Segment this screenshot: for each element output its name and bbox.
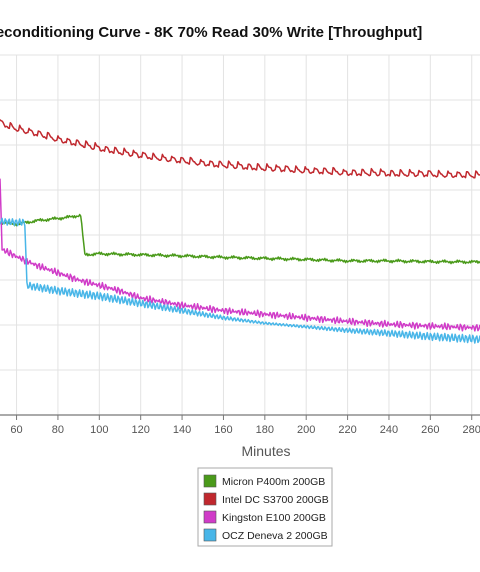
x-tick-label: 220: [338, 424, 356, 436]
x-tick-label: 60: [10, 424, 22, 436]
legend-label: OCZ Deneva 2 200GB: [222, 530, 328, 542]
series-line: [0, 119, 480, 179]
legend-swatch: [203, 510, 217, 524]
legend-box: [197, 467, 333, 547]
x-tick-label: 200: [297, 424, 315, 436]
legend-label: Intel DC S3700 200GB: [222, 494, 329, 506]
series-line: [0, 178, 480, 332]
legend-label: Micron P400m 200GB: [222, 476, 325, 488]
x-tick-label: 160: [214, 424, 232, 436]
series-line: [0, 213, 480, 265]
legend: Micron P400m 200GB Intel DC S3700 200GB Ki…: [197, 467, 333, 547]
grid: [0, 54, 480, 416]
x-axis-label: Minutes: [241, 443, 290, 459]
x-axis-ticks: 60 80 100 120 140 160 180 200 220 240 260 280: [10, 415, 480, 436]
chart-title: Preconditioning Curve - 8K 70% Read 30% …: [0, 24, 422, 41]
x-tick-label: 180: [256, 424, 274, 436]
x-tick-label: 100: [90, 424, 108, 436]
series-lines: [0, 119, 480, 344]
x-tick-label: 120: [132, 424, 150, 436]
legend-label: Kingston E100 200GB: [222, 512, 326, 524]
legend-swatch: [203, 492, 217, 506]
x-tick-label: 240: [380, 424, 398, 436]
x-tick-label: 280: [463, 424, 480, 436]
x-tick-label: 80: [52, 424, 64, 436]
legend-swatch: [203, 474, 217, 488]
legend-items: Micron P400m 200GB Intel DC S3700 200GB Ki…: [203, 474, 329, 542]
x-tick-label: 260: [421, 424, 439, 436]
series-line: [0, 217, 480, 344]
legend-swatch: [203, 528, 217, 542]
x-tick-label: 140: [173, 424, 191, 436]
